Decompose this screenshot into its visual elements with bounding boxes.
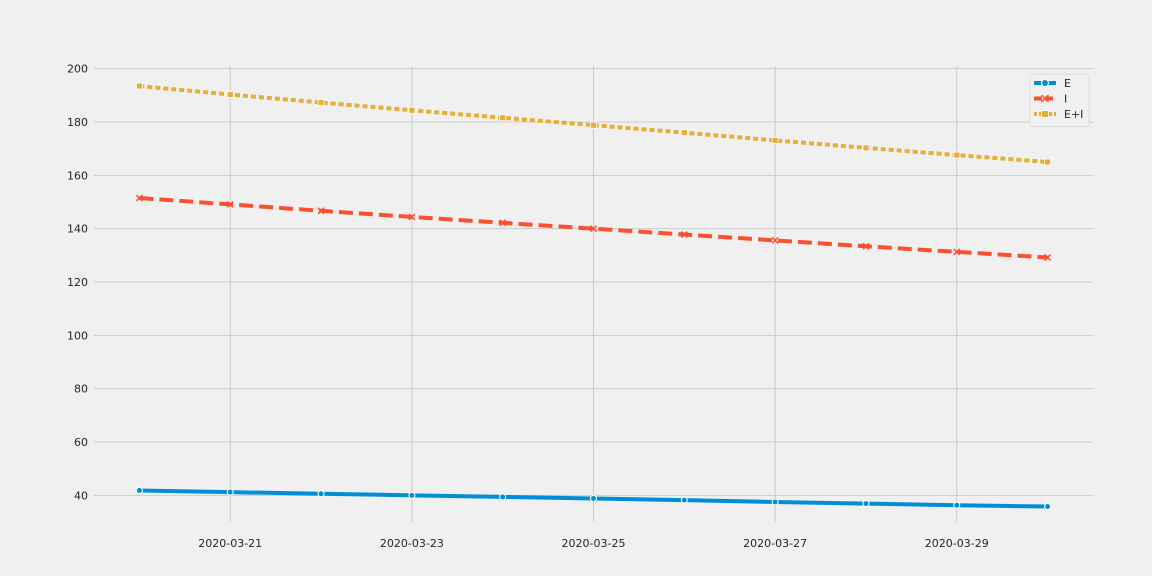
data-point: [771, 136, 779, 144]
data-point: [408, 213, 416, 221]
data-point: [317, 99, 325, 106]
data-point: [590, 495, 597, 503]
data-point: [408, 491, 416, 499]
x-tick-label: 2020-03-21: [198, 537, 262, 550]
data-point: [226, 488, 234, 496]
data-point: [862, 500, 870, 508]
y-tick-label: 60: [74, 436, 88, 449]
data-point: [680, 231, 688, 239]
legend-label: E+I: [1064, 108, 1083, 121]
data-point: [499, 219, 507, 227]
axis-tick-labels: 40 60 80 100 120 140 160 180 200 2020-03-21 2020-0…: [67, 63, 989, 550]
data-point: [135, 194, 143, 202]
y-tick-label: 160: [67, 169, 88, 182]
data-point: [136, 82, 143, 90]
x-tick-label: 2020-03-25: [562, 537, 626, 550]
data-point: [771, 236, 779, 244]
data-point: [226, 91, 234, 98]
data-point: [1044, 503, 1052, 511]
legend-marker: [1041, 110, 1049, 118]
data-point: [226, 200, 234, 208]
y-tick-label: 200: [67, 63, 88, 76]
y-tick-label: 100: [67, 329, 88, 342]
series-markers: [135, 82, 1052, 511]
data-point: [771, 498, 779, 506]
x-tick-label: 2020-03-29: [925, 537, 989, 550]
data-point: [408, 106, 416, 114]
y-tick-label: 80: [74, 383, 88, 396]
series-line-e-i: [139, 84, 1048, 164]
data-point: [1044, 158, 1051, 166]
legend-marker: [1041, 79, 1049, 87]
data-point: [680, 496, 688, 504]
legend-label: I: [1064, 93, 1067, 106]
data-point: [953, 248, 961, 256]
y-tick-label: 40: [74, 489, 88, 502]
y-tick-label: 120: [67, 276, 88, 289]
data-point: [135, 487, 143, 495]
legend-label: E: [1064, 77, 1071, 90]
data-point: [317, 207, 325, 215]
data-point: [499, 114, 507, 122]
data-point: [862, 144, 870, 152]
x-tick-label: 2020-03-23: [380, 537, 444, 550]
data-point: [317, 490, 325, 498]
data-point: [589, 225, 598, 233]
x-tick-label: 2020-03-27: [743, 537, 807, 550]
data-point: [862, 242, 870, 250]
data-point: [953, 501, 961, 509]
data-point: [590, 121, 597, 129]
grid-lines: [94, 66, 1093, 522]
data-point: [499, 493, 507, 501]
legend: EI E+I: [1029, 73, 1090, 127]
y-tick-label: 180: [67, 116, 88, 129]
data-point: [1044, 253, 1052, 261]
data-point: [953, 151, 961, 159]
data-point: [680, 129, 688, 137]
y-tick-label: 140: [67, 223, 88, 236]
legend-marker: [1040, 94, 1050, 103]
series-line-i: [139, 196, 1048, 260]
